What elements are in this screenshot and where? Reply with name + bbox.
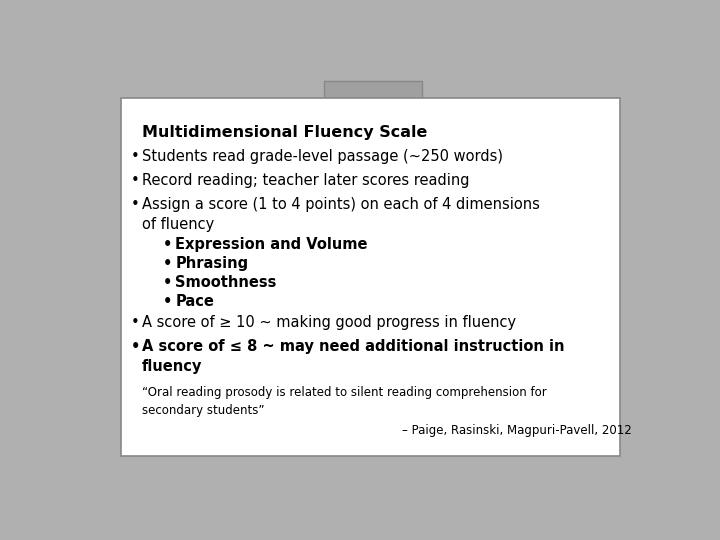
Text: secondary students”: secondary students” xyxy=(142,404,264,417)
Text: •: • xyxy=(131,149,140,164)
Text: A score of ≤ 8 ~ may need additional instruction in: A score of ≤ 8 ~ may need additional ins… xyxy=(142,339,564,354)
Text: Record reading; teacher later scores reading: Record reading; teacher later scores rea… xyxy=(142,173,469,188)
Text: A score of ≥ 10 ~ making good progress in fluency: A score of ≥ 10 ~ making good progress i… xyxy=(142,315,516,330)
Text: fluency: fluency xyxy=(142,359,202,374)
Text: •: • xyxy=(131,198,140,212)
Text: “Oral reading prosody is related to silent reading comprehension for: “Oral reading prosody is related to sile… xyxy=(142,386,546,399)
Bar xyxy=(324,82,422,121)
Text: •: • xyxy=(131,173,140,188)
Text: Students read grade-level passage (~250 words): Students read grade-level passage (~250 … xyxy=(142,149,503,164)
Text: •: • xyxy=(163,237,172,252)
Text: Assign a score (1 to 4 points) on each of 4 dimensions: Assign a score (1 to 4 points) on each o… xyxy=(142,198,540,212)
Text: Pace: Pace xyxy=(176,294,215,309)
Text: •: • xyxy=(163,294,172,309)
Text: of fluency: of fluency xyxy=(142,218,214,232)
Text: •: • xyxy=(131,339,140,354)
Text: Multidimensional Fluency Scale: Multidimensional Fluency Scale xyxy=(142,125,433,140)
Bar xyxy=(121,98,620,456)
Text: •: • xyxy=(163,255,172,271)
Text: – Paige, Rasinski, Magpuri-Pavell, 2012: – Paige, Rasinski, Magpuri-Pavell, 2012 xyxy=(402,424,632,437)
Text: Smoothness: Smoothness xyxy=(176,275,276,290)
Text: •: • xyxy=(163,275,172,290)
Text: •: • xyxy=(131,315,140,330)
Text: Expression and Volume: Expression and Volume xyxy=(176,237,368,252)
Text: Phrasing: Phrasing xyxy=(176,255,248,271)
